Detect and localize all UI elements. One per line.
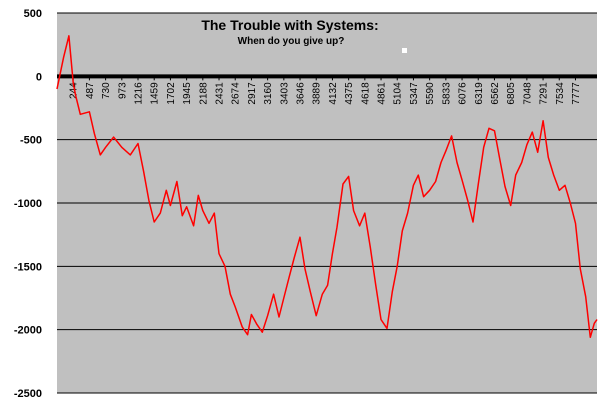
y-tick-label: 500: [24, 8, 42, 20]
series-line: [56, 35, 598, 339]
series-group: [56, 35, 598, 339]
y-axis: 500 0 -500 -1000 -1500 -2000 -2500: [14, 8, 42, 400]
x-tick-label: 973: [117, 82, 128, 99]
y-tick-label: -2500: [14, 388, 42, 400]
x-tick-label: 3646: [296, 82, 307, 105]
x-tick-label: 5590: [425, 82, 436, 105]
chart-subtitle: When do you give up?: [238, 36, 345, 47]
x-tick-label: 7048: [522, 82, 533, 105]
x-tick-label: 730: [101, 82, 112, 99]
x-tick-label: 3160: [263, 82, 274, 105]
x-tick-label: 1216: [134, 82, 145, 105]
gridlines: [57, 12, 597, 394]
x-tick-label: 1702: [166, 82, 177, 105]
x-tick-label: 2431: [215, 82, 226, 105]
y-tick-label: -1500: [14, 261, 42, 273]
x-tick-label: 5104: [393, 82, 404, 105]
x-tick-label: 2188: [198, 82, 209, 105]
x-tick-label: 6319: [474, 82, 485, 105]
x-tick-label: 2917: [247, 82, 258, 105]
x-tick-label: 1945: [182, 82, 193, 105]
y-tick-label: -500: [20, 135, 42, 147]
chart-title: The Trouble with Systems:: [201, 17, 378, 33]
x-tick-label: 1459: [150, 82, 161, 105]
x-tick-label: 3889: [312, 82, 323, 105]
x-tick-label: 2674: [231, 82, 242, 105]
x-tick-label: 487: [85, 82, 96, 99]
x-tick-label: 6805: [506, 82, 517, 105]
x-tick-label: 6076: [458, 82, 469, 105]
x-tick-label: 5347: [409, 82, 420, 105]
y-tick-label: -2000: [14, 325, 42, 337]
x-tick-label: 6562: [490, 82, 501, 105]
x-tick-label: 4861: [377, 82, 388, 105]
x-tick-label: 4375: [344, 82, 355, 105]
y-tick-label: 0: [36, 71, 42, 83]
y-tick-label: -1000: [14, 198, 42, 210]
x-tick-label: 7534: [555, 82, 566, 105]
legend-marker: [402, 48, 407, 53]
x-tick-label: 7777: [571, 82, 582, 105]
x-tick-label: 3403: [279, 82, 290, 105]
x-tick-label: 5833: [441, 82, 452, 105]
x-tick-label: 4132: [328, 82, 339, 105]
x-tick-label: 4618: [360, 82, 371, 105]
x-tick-label: 7291: [539, 82, 550, 105]
